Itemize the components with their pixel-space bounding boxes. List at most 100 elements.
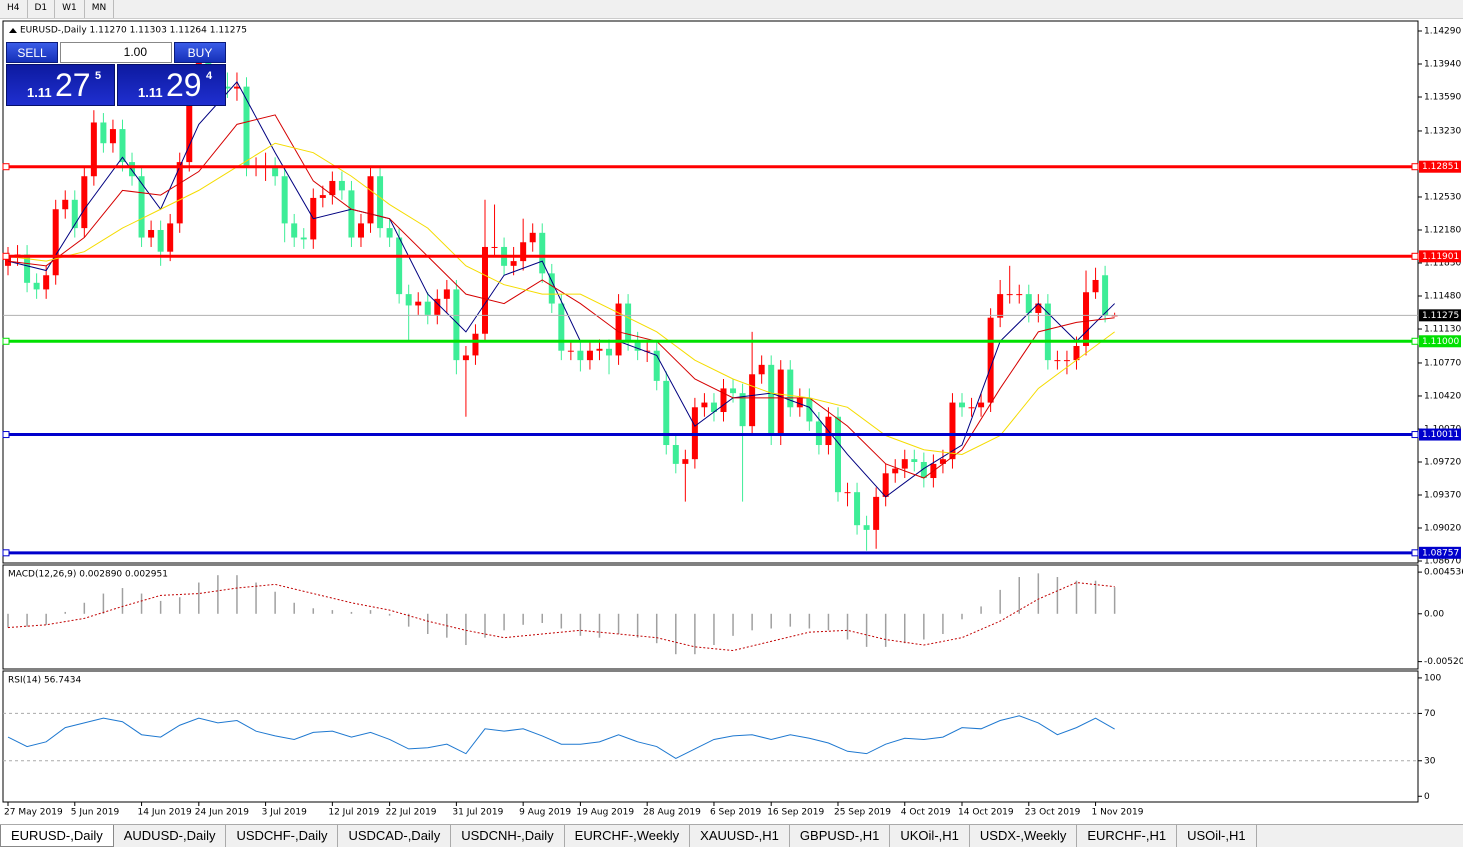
candle-body — [644, 350, 651, 352]
candle-body — [138, 176, 145, 238]
candle-body — [949, 402, 956, 460]
timeframe-button[interactable]: D1 — [28, 0, 56, 18]
current-price-box — [1419, 309, 1461, 322]
candle-body — [844, 492, 851, 494]
candle-body — [567, 350, 574, 352]
candle-body — [1073, 345, 1080, 361]
y-tick-label: 1.09720 — [1424, 457, 1461, 467]
candle-body — [243, 86, 250, 167]
chart-tab[interactable]: USDCHF-,Daily — [226, 825, 339, 847]
y-tick-label: 1.09370 — [1424, 491, 1461, 501]
candle-body — [281, 176, 288, 224]
level-handle — [1411, 431, 1419, 439]
candle-body — [730, 388, 737, 394]
candle-body — [701, 402, 708, 408]
candle-body — [338, 180, 345, 191]
candle-body — [749, 374, 756, 427]
candle-body — [233, 86, 240, 89]
candle-body — [186, 86, 193, 163]
chart-tab[interactable]: USDCNH-,Daily — [451, 825, 565, 847]
level-label: 1.11000 — [1422, 337, 1459, 347]
candle-body — [415, 301, 422, 306]
x-tick-label: 1 Nov 2019 — [1092, 808, 1144, 818]
candle-body — [682, 459, 689, 464]
y-tick-label: 1.13230 — [1424, 126, 1461, 136]
candle-body — [119, 129, 126, 163]
candle-body — [978, 402, 985, 408]
candle-body — [33, 282, 40, 290]
candle-body — [52, 209, 59, 276]
chart-tabs: EURUSD-,Daily AUDUSD-,Daily USDCHF-,Daily U… — [0, 824, 1463, 847]
x-tick-label: 5 Jun 2019 — [71, 808, 120, 818]
candle-body — [319, 195, 326, 198]
chart-tab[interactable]: USDX-,Weekly — [970, 825, 1078, 847]
candle-body — [720, 388, 727, 413]
candle-body — [24, 254, 31, 283]
candle-body — [539, 232, 546, 274]
timeframe-button[interactable]: W1 — [55, 0, 85, 18]
buy-button[interactable]: BUY — [174, 42, 226, 63]
candle-body — [586, 350, 593, 361]
chart-tab[interactable]: UKOil-,H1 — [890, 825, 970, 847]
ask-price[interactable]: 1.11 29 4 — [117, 64, 226, 106]
candle-body — [1025, 294, 1032, 313]
candle-body — [62, 199, 69, 210]
y-tick-label: 1.13590 — [1424, 93, 1461, 103]
lots-input[interactable]: 1.00 — [60, 42, 172, 63]
timeframe-button[interactable]: MN — [85, 0, 115, 18]
x-tick-label: 4 Oct 2019 — [901, 808, 951, 818]
candle-body — [1054, 360, 1061, 362]
candle-body — [100, 122, 107, 144]
candle-body — [1006, 294, 1013, 296]
chart: 1.14290 1.13940 1.13590 1.13230 1.12530 1.121… — [2, 20, 1463, 818]
candle-body — [1083, 292, 1090, 346]
candle-body — [157, 229, 164, 252]
level-handle — [1411, 337, 1419, 345]
candle-body — [806, 397, 813, 422]
chart-tab[interactable]: XAUUSD-,H1 — [690, 825, 790, 847]
x-tick-label: 14 Jun 2019 — [138, 808, 192, 818]
candle-body — [224, 86, 231, 89]
chart-tab[interactable]: GBPUSD-,H1 — [790, 825, 891, 847]
candle-body — [911, 459, 918, 462]
level-label: 1.10011 — [1422, 430, 1459, 440]
timeframe-button[interactable]: H4 — [0, 0, 28, 18]
level-handle — [2, 252, 10, 260]
chart-tab[interactable]: USDCAD-,Daily — [338, 825, 452, 847]
candle-body — [625, 303, 632, 342]
candle-body — [109, 129, 116, 144]
y-tick-label: 1.11130 — [1424, 325, 1461, 335]
level-box — [1419, 428, 1461, 441]
level-handle — [1411, 549, 1419, 557]
candle-body — [834, 416, 841, 493]
candle-body — [901, 459, 908, 469]
bid-price[interactable]: 1.11 27 5 — [6, 64, 115, 106]
candle-body — [1016, 294, 1023, 296]
timeframe-toolbar: H4 D1 W1 MN — [0, 0, 1463, 19]
level-box — [1419, 335, 1461, 348]
rsi-line — [7, 715, 1115, 759]
candle-body — [90, 122, 97, 177]
candle-body — [768, 364, 775, 436]
indicator-title: RSI(14) 56.7434 — [8, 676, 81, 686]
candle-body — [758, 364, 765, 375]
price-panel — [2, 20, 1419, 564]
rsi-panel — [2, 670, 1419, 803]
candle-body — [1102, 275, 1109, 316]
chart-tab[interactable]: AUDUSD-,Daily — [114, 825, 227, 847]
price-main: 29 — [166, 67, 202, 103]
candle-body — [367, 176, 374, 224]
chart-tab[interactable]: EURCHF-,Weekly — [565, 825, 691, 847]
candle-body — [1063, 360, 1070, 362]
moving-average — [7, 81, 1115, 498]
sell-button[interactable]: SELL — [6, 42, 58, 63]
level-label: 1.12851 — [1422, 162, 1459, 172]
chart-tab[interactable]: EURCHF-,H1 — [1077, 825, 1178, 847]
chart-tab[interactable]: EURUSD-,Daily — [0, 825, 114, 847]
candle-body — [959, 402, 965, 408]
y-tick-label: 70 — [1424, 709, 1436, 719]
chart-tab[interactable]: USOil-,H1 — [1177, 825, 1257, 847]
candle-body — [787, 369, 794, 408]
candle-body — [653, 350, 660, 381]
moving-average — [7, 114, 1115, 479]
